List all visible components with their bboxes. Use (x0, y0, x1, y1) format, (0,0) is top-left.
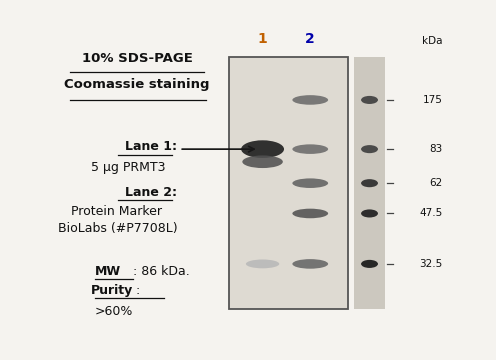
Ellipse shape (361, 96, 378, 104)
Ellipse shape (292, 259, 328, 269)
Text: Coomassie staining: Coomassie staining (64, 78, 210, 91)
Text: Purity: Purity (91, 284, 133, 297)
Text: 62: 62 (430, 178, 442, 188)
Bar (354, 57, 385, 309)
Text: 83: 83 (430, 144, 442, 154)
Text: Protein Marker: Protein Marker (71, 205, 162, 219)
Ellipse shape (361, 179, 378, 187)
Text: : 86 kDa.: : 86 kDa. (133, 265, 190, 278)
Text: Lane 2:: Lane 2: (125, 186, 178, 199)
Ellipse shape (292, 209, 328, 218)
Text: >60%: >60% (95, 305, 133, 318)
Text: :: : (135, 284, 139, 297)
Text: 1: 1 (258, 32, 267, 46)
Ellipse shape (292, 95, 328, 105)
Ellipse shape (241, 140, 284, 158)
Ellipse shape (246, 260, 279, 268)
Text: 32.5: 32.5 (419, 259, 442, 269)
Text: 5 μg PRMT3: 5 μg PRMT3 (91, 161, 166, 174)
Text: BioLabs (#P7708L): BioLabs (#P7708L) (58, 222, 178, 235)
Ellipse shape (243, 156, 283, 168)
Ellipse shape (361, 260, 378, 268)
Ellipse shape (361, 145, 378, 153)
Text: Lane 1:: Lane 1: (125, 140, 178, 153)
Text: 10% SDS-PAGE: 10% SDS-PAGE (81, 51, 192, 64)
Text: MW: MW (95, 265, 121, 278)
Ellipse shape (292, 179, 328, 188)
Ellipse shape (361, 210, 378, 217)
Text: 47.5: 47.5 (419, 208, 442, 219)
Bar (229, 57, 348, 309)
Text: 2: 2 (306, 32, 315, 46)
Ellipse shape (292, 144, 328, 154)
Text: kDa: kDa (422, 36, 442, 46)
Text: 175: 175 (423, 95, 442, 105)
